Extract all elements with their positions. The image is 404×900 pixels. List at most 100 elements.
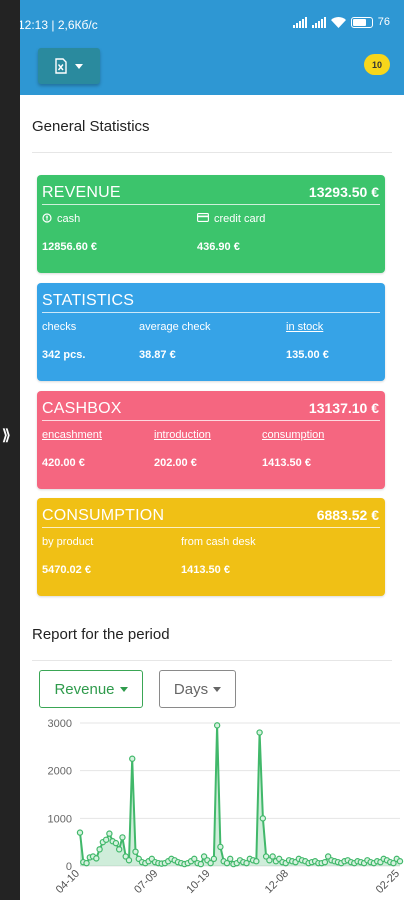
battery-icon bbox=[350, 16, 373, 28]
x-tick-label: 12-08 bbox=[263, 868, 291, 896]
consumption-link[interactable]: consumption bbox=[262, 429, 325, 441]
metric-select-value: Revenue bbox=[54, 680, 115, 698]
period-select-value: Days bbox=[173, 680, 209, 698]
data-point bbox=[119, 834, 126, 841]
section-title-report: Report for the period bbox=[32, 626, 170, 643]
app-bar: 12:13 | 2,6Кб/с 76 10 bbox=[20, 0, 404, 95]
card-divider bbox=[42, 420, 380, 421]
data-point bbox=[227, 855, 234, 863]
in-stock-value: 135.00 € bbox=[286, 349, 329, 361]
x-tick-label: 02-25 bbox=[374, 868, 402, 896]
chevron-down-icon bbox=[119, 686, 128, 692]
credit-card-value: 436.90 € bbox=[197, 241, 240, 253]
divider bbox=[32, 660, 392, 661]
chevron-down-icon bbox=[213, 686, 222, 692]
card-divider bbox=[42, 527, 380, 528]
data-point bbox=[217, 843, 224, 851]
statistics-title: STATISTICS bbox=[42, 292, 135, 309]
data-point bbox=[253, 858, 260, 865]
cashbox-card[interactable]: CASHBOX 13137.10 € encashment 420.00 € i… bbox=[37, 391, 385, 489]
average-check-value: 38.87 € bbox=[139, 349, 176, 361]
data-point bbox=[321, 858, 329, 866]
chevron-down-icon bbox=[75, 63, 83, 69]
data-point bbox=[125, 857, 133, 864]
data-point bbox=[106, 830, 113, 837]
checks-label: checks bbox=[42, 321, 77, 333]
cash-icon bbox=[42, 213, 52, 223]
cashbox-title: CASHBOX bbox=[42, 400, 122, 417]
section-title-general: General Statistics bbox=[32, 118, 150, 135]
consumption-card[interactable]: CONSUMPTION 6883.52 € by product 5470.02… bbox=[37, 498, 385, 596]
y-tick-label: 1000 bbox=[48, 813, 72, 825]
revenue-title: REVENUE bbox=[42, 184, 121, 201]
left-edge-panel: ⟩⟩ bbox=[0, 0, 20, 900]
cash-label-text: cash bbox=[57, 213, 81, 225]
cash-value: 12856.60 € bbox=[42, 241, 98, 253]
revenue-card[interactable]: REVENUE 13293.50 € cash 12856.60 € credi… bbox=[37, 175, 385, 273]
cash-label: cash bbox=[42, 213, 80, 225]
period-select[interactable]: Days bbox=[159, 670, 236, 708]
average-check-label: average check bbox=[139, 321, 211, 333]
export-dropdown-button[interactable] bbox=[38, 48, 100, 84]
wifi-icon bbox=[330, 16, 346, 28]
data-point bbox=[207, 859, 214, 867]
y-tick-label: 0 bbox=[66, 861, 72, 873]
card-divider bbox=[42, 204, 380, 205]
statistics-card[interactable]: STATISTICS checks 342 pcs. average check… bbox=[37, 283, 385, 381]
introduction-link[interactable]: introduction bbox=[154, 429, 211, 441]
data-point bbox=[83, 859, 90, 867]
data-point bbox=[243, 859, 250, 867]
data-point bbox=[93, 855, 100, 862]
data-point bbox=[96, 846, 103, 853]
card-divider bbox=[42, 312, 380, 313]
status-icons: 76 bbox=[292, 16, 390, 28]
data-point bbox=[102, 836, 110, 843]
data-point bbox=[269, 853, 276, 860]
cashbox-consumption-value: 1413.50 € bbox=[262, 457, 311, 469]
data-point bbox=[191, 855, 198, 863]
encashment-value: 420.00 € bbox=[42, 457, 85, 469]
data-point bbox=[210, 855, 218, 863]
credit-card-label-text: credit card bbox=[214, 213, 266, 225]
from-cash-desk-label: from cash desk bbox=[181, 536, 256, 548]
consumption-title: CONSUMPTION bbox=[42, 507, 165, 524]
encashment-link[interactable]: encashment bbox=[42, 429, 102, 441]
data-point bbox=[197, 860, 205, 868]
data-point bbox=[132, 848, 139, 855]
signal-icon-2 bbox=[311, 16, 326, 28]
consumption-total: 6883.52 € bbox=[316, 507, 379, 523]
series-area bbox=[80, 725, 400, 866]
credit-card-icon bbox=[197, 213, 209, 222]
cashbox-total: 13137.10 € bbox=[308, 400, 379, 416]
revenue-total: 13293.50 € bbox=[308, 184, 379, 200]
signal-icon bbox=[292, 16, 307, 28]
data-point bbox=[129, 755, 136, 762]
data-point bbox=[115, 846, 123, 853]
introduction-value: 202.00 € bbox=[154, 457, 197, 469]
data-point bbox=[76, 829, 84, 836]
from-cash-desk-value: 1413.50 € bbox=[181, 564, 230, 576]
data-point bbox=[112, 839, 120, 847]
battery-percent: 76 bbox=[377, 16, 390, 28]
x-tick-label: 10-19 bbox=[184, 868, 212, 896]
status-time: 12:13 | 2,6Кб/с bbox=[20, 18, 98, 32]
data-point bbox=[259, 815, 267, 822]
excel-file-icon bbox=[55, 58, 67, 74]
drawer-handle-icon[interactable]: ⟩⟩ bbox=[2, 427, 11, 444]
in-stock-link[interactable]: in stock bbox=[286, 321, 324, 333]
metric-select[interactable]: Revenue bbox=[39, 670, 143, 708]
y-tick-label: 3000 bbox=[48, 718, 72, 730]
series-line bbox=[79, 724, 401, 866]
data-point bbox=[223, 859, 231, 867]
x-tick-label: 07-09 bbox=[132, 868, 160, 896]
by-product-label: by product bbox=[42, 536, 94, 548]
credit-card-label: credit card bbox=[197, 213, 265, 225]
divider bbox=[32, 152, 392, 153]
notification-badge[interactable]: 10 bbox=[364, 54, 390, 75]
data-point bbox=[213, 722, 221, 729]
checks-value: 342 pcs. bbox=[42, 349, 86, 361]
by-product-value: 5470.02 € bbox=[42, 564, 91, 576]
y-tick-label: 2000 bbox=[48, 766, 72, 778]
data-point bbox=[396, 858, 404, 865]
